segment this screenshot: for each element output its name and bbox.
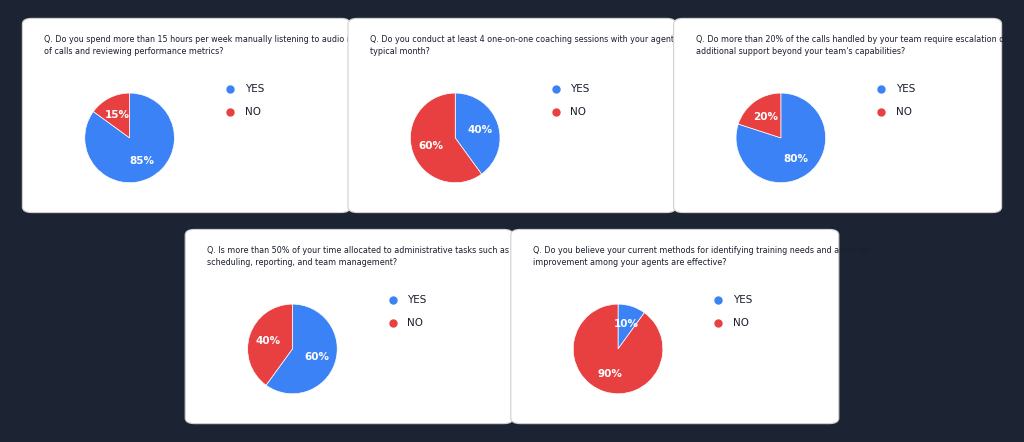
FancyBboxPatch shape [348, 19, 676, 213]
FancyBboxPatch shape [511, 229, 839, 423]
Text: YES: YES [896, 84, 915, 94]
Text: 80%: 80% [783, 154, 809, 164]
Text: 40%: 40% [467, 125, 493, 135]
Text: YES: YES [408, 295, 427, 305]
Text: Q. Do you believe your current methods for identifying training needs and areas : Q. Do you believe your current methods f… [532, 246, 870, 267]
FancyBboxPatch shape [23, 19, 350, 213]
Text: Q. Is more than 50% of your time allocated to administrative tasks such as
sched: Q. Is more than 50% of your time allocat… [207, 246, 509, 267]
Wedge shape [85, 93, 174, 183]
Wedge shape [573, 304, 663, 394]
Text: NO: NO [570, 107, 587, 117]
Text: NO: NO [408, 318, 424, 328]
Text: 20%: 20% [753, 112, 778, 122]
Text: YES: YES [245, 84, 264, 94]
Text: 40%: 40% [255, 336, 281, 346]
Wedge shape [736, 93, 825, 183]
FancyBboxPatch shape [674, 19, 1001, 213]
Text: 10%: 10% [613, 319, 639, 329]
Text: Q. Do more than 20% of the calls handled by your team require escalation or
addi: Q. Do more than 20% of the calls handled… [695, 35, 1008, 56]
Wedge shape [93, 93, 130, 138]
Wedge shape [266, 304, 337, 394]
Wedge shape [248, 304, 293, 385]
Text: 15%: 15% [105, 110, 130, 120]
Text: NO: NO [733, 318, 750, 328]
Wedge shape [618, 304, 644, 349]
Text: 60%: 60% [304, 352, 330, 362]
Text: YES: YES [570, 84, 590, 94]
Text: NO: NO [896, 107, 912, 117]
Text: Q. Do you conduct at least 4 one-on-one coaching sessions with your agents in a
: Q. Do you conduct at least 4 one-on-one … [370, 35, 695, 56]
Wedge shape [411, 93, 481, 183]
Text: 85%: 85% [129, 156, 154, 166]
Wedge shape [738, 93, 781, 138]
Text: 60%: 60% [418, 141, 443, 151]
FancyBboxPatch shape [185, 229, 513, 423]
Text: YES: YES [733, 295, 753, 305]
Wedge shape [456, 93, 500, 174]
Text: 90%: 90% [598, 369, 623, 379]
Text: NO: NO [245, 107, 261, 117]
Text: Q. Do you spend more than 15 hours per week manually listening to audio recordin: Q. Do you spend more than 15 hours per w… [44, 35, 390, 56]
